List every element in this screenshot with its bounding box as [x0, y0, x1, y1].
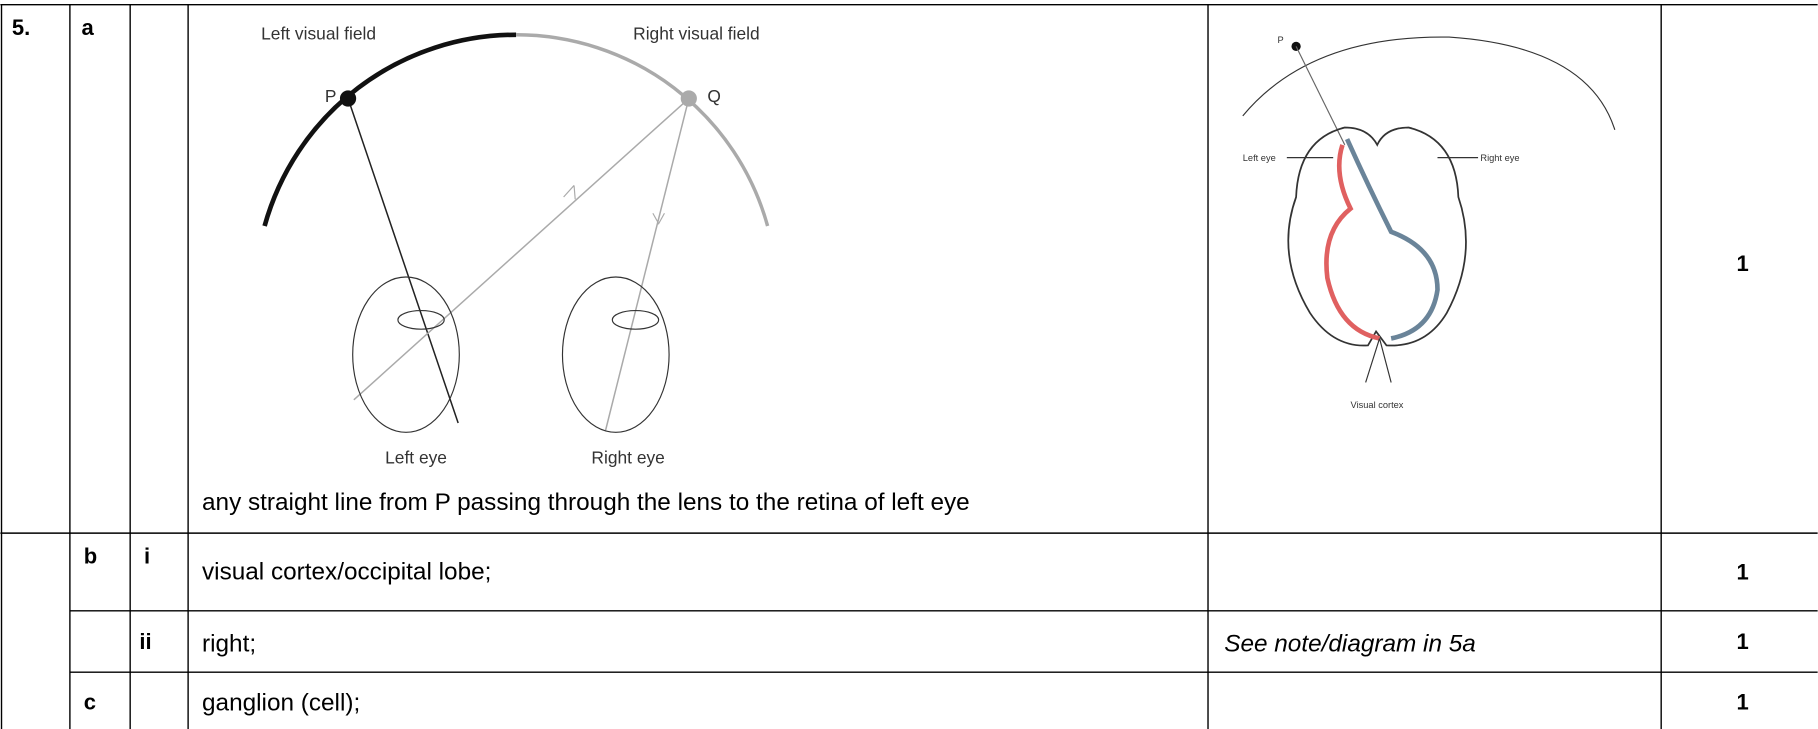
label: Left visual field	[261, 23, 376, 43]
question-number: 5.	[12, 15, 30, 40]
label: Left eye	[1243, 153, 1276, 163]
page: 5. a any straight line from P passing th…	[0, 0, 1818, 729]
part: b	[84, 543, 97, 568]
marks: 1	[1737, 629, 1749, 654]
label: Right eye	[1480, 153, 1519, 163]
marks: 1	[1737, 559, 1749, 584]
label: Right eye	[591, 448, 664, 468]
eye-diagram: Left visual field Right visual field P Q…	[261, 23, 767, 467]
answer: ganglion (cell);	[202, 689, 360, 716]
markscheme: 5. a any straight line from P passing th…	[0, 0, 1818, 729]
notes: See note/diagram in 5a	[1224, 630, 1476, 657]
label: Visual cortex	[1351, 400, 1404, 410]
label: Q	[707, 86, 721, 106]
part: c	[84, 689, 96, 714]
part: a	[81, 15, 94, 40]
label: P	[325, 86, 337, 106]
label: Left eye	[385, 448, 447, 468]
marks: 1	[1737, 251, 1749, 276]
subpart: ii	[139, 629, 151, 654]
answer: visual cortex/occipital lobe;	[202, 558, 491, 585]
answer: right;	[202, 630, 256, 657]
label: P	[1278, 35, 1284, 45]
answer: any straight line from P passing through…	[202, 489, 970, 516]
brain-diagram: P Left eye Right eye Visual cortex	[1243, 35, 1615, 410]
subpart: i	[144, 543, 150, 568]
label: Right visual field	[633, 23, 760, 43]
marks: 1	[1737, 689, 1749, 714]
table-grid	[0, 5, 1817, 729]
